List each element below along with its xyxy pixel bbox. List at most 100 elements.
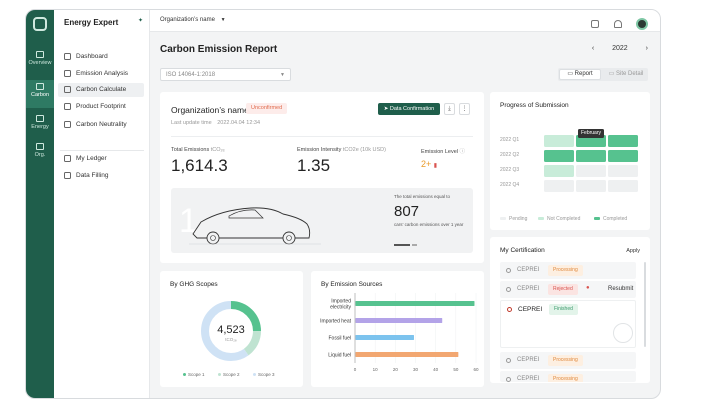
- tab-report-label: Report: [574, 71, 593, 77]
- progress-cell[interactable]: [576, 180, 606, 192]
- certification-row[interactable]: CEPREI Processing: [500, 352, 636, 369]
- chart-icon: [64, 70, 71, 77]
- rail-item-carbon[interactable]: Carbon: [26, 80, 54, 108]
- progress-cell[interactable]: [576, 165, 606, 177]
- standard-select[interactable]: ISO 14064-1:2018 ▼: [160, 68, 291, 81]
- status-badge: Finished: [549, 304, 578, 315]
- certification-row[interactable]: CEPREI Processing: [500, 371, 636, 382]
- progress-title: Progress of Submission: [500, 102, 569, 109]
- energy-icon: [36, 115, 44, 122]
- bell-icon[interactable]: [613, 19, 622, 28]
- year-value: 2022: [612, 45, 628, 52]
- bar-fossil-fuel[interactable]: [355, 335, 414, 340]
- tab-report[interactable]: ▭ Report: [559, 69, 601, 80]
- progress-cell[interactable]: [576, 135, 606, 147]
- apply-link[interactable]: Apply: [626, 248, 640, 254]
- data-confirmation-button[interactable]: ➤ Data Confirmation: [378, 103, 440, 115]
- last-update-label: Last update time: [171, 120, 212, 126]
- sidebar-item-label: Emission Analysis: [76, 70, 129, 77]
- equivalence-subtext: cars’ carbon emissions over 1 year: [394, 222, 464, 227]
- app-logo-icon: [33, 17, 47, 31]
- chevron-left-icon[interactable]: ‹: [591, 45, 595, 52]
- info-icon[interactable]: ⓘ: [459, 149, 466, 155]
- send-icon: ➤: [383, 106, 390, 112]
- legend-not-completed: Not Completed: [538, 216, 580, 222]
- tab-site-detail[interactable]: ▭ Site Detail: [606, 69, 646, 80]
- building-icon: [36, 51, 44, 58]
- carousel-indicator-active[interactable]: [394, 244, 410, 246]
- total-emissions-unit: tCO₂ₑ: [210, 147, 225, 153]
- progress-cell[interactable]: [608, 135, 638, 147]
- progress-cell[interactable]: [576, 150, 606, 162]
- bar-liquid-fuel[interactable]: [355, 352, 459, 357]
- scrollbar[interactable]: [644, 262, 646, 347]
- y-tick-label: Fossil fuel: [328, 336, 351, 342]
- sidebar-item-my-ledger[interactable]: My Ledger: [58, 152, 144, 166]
- download-icon: ⤓: [448, 106, 451, 112]
- report-icon: ▭: [567, 71, 575, 77]
- certification-row-expanded[interactable]: CEPREI Finished: [500, 300, 636, 348]
- bar-imported-heat[interactable]: [355, 318, 443, 323]
- resubmit-link[interactable]: Resubmit: [608, 286, 634, 292]
- certification-row[interactable]: CEPREI Rejected ● Resubmit: [500, 281, 636, 298]
- certification-name: CEPREI: [517, 376, 540, 382]
- certification-card: My Certification Apply CEPREI Processing…: [490, 237, 650, 383]
- total-emissions-label: Total Emissions: [171, 147, 210, 153]
- document-icon: [64, 172, 71, 179]
- progress-cell[interactable]: [608, 180, 638, 192]
- message-icon[interactable]: [591, 19, 600, 28]
- chevron-right-icon[interactable]: ›: [645, 45, 648, 52]
- month-tooltip: February: [578, 129, 605, 138]
- legend-completed: Completed: [594, 216, 627, 222]
- rail-item-org[interactable]: Org.: [26, 140, 54, 168]
- app-window: Overview Carbon Energy Org. Energy Exper…: [25, 9, 661, 399]
- sidebar-item-emission-analysis[interactable]: Emission Analysis: [58, 67, 144, 81]
- carousel-indicator[interactable]: [412, 244, 417, 246]
- avatar[interactable]: [636, 17, 648, 30]
- emission-sources-card: By Emission Sources 0 10 20 30 40 50 60 Importe…: [311, 271, 484, 387]
- legend-label: Pending: [509, 216, 528, 222]
- sidebar-item-label: Dashboard: [76, 53, 108, 60]
- donut-slice-scope-3[interactable]: [201, 301, 261, 361]
- x-tick-label: 60: [473, 367, 479, 372]
- emission-intensity-label: Emission Intensity: [297, 147, 342, 153]
- more-button[interactable]: ⋮: [459, 103, 470, 115]
- pin-icon[interactable]: ✦: [138, 18, 144, 24]
- progress-cell[interactable]: [608, 150, 638, 162]
- progress-cell[interactable]: [544, 135, 574, 147]
- chevron-down-icon: ▼: [280, 72, 285, 78]
- certification-row[interactable]: CEPREI Processing: [500, 262, 636, 279]
- progress-cell[interactable]: [544, 180, 574, 192]
- sidebar-item-carbon-neutrality[interactable]: Carbon Neutrality: [58, 118, 144, 132]
- sidebar-item-label: Carbon Neutrality: [76, 121, 127, 128]
- legend-label: Scope 1: [188, 372, 205, 377]
- progress-cell[interactable]: [544, 150, 574, 162]
- total-emissions-value: 1,614.3: [171, 156, 228, 175]
- dashboard-icon: [64, 53, 71, 60]
- ledger-icon: [64, 155, 71, 162]
- legend-scope-1: Scope 1: [183, 372, 205, 377]
- total-emissions: Total Emissions tCO₂ₑ 1,614.3: [171, 147, 228, 176]
- x-tick-label: 40: [433, 367, 439, 372]
- download-button[interactable]: ⤓: [444, 103, 455, 115]
- rail-item-energy[interactable]: Energy: [26, 112, 54, 140]
- sidebar-item-dashboard[interactable]: Dashboard: [58, 50, 144, 64]
- org-switcher-label: Organization’s name: [160, 17, 215, 23]
- status-badge: Rejected: [548, 284, 578, 295]
- legend-swatch: [253, 373, 256, 377]
- legend-swatch: [538, 217, 544, 221]
- org-icon: [36, 143, 44, 150]
- progress-cell[interactable]: [544, 165, 574, 177]
- org-switcher[interactable]: Organization’s name ▼: [160, 17, 226, 23]
- sidebar-item-carbon-calculate[interactable]: Carbon Calculate: [58, 83, 144, 97]
- sidebar-item-label: My Ledger: [76, 155, 107, 162]
- sidebar-item-product-footprint[interactable]: Product Footprint: [58, 100, 144, 114]
- bar-imported-electricity[interactable]: [355, 301, 475, 306]
- legend-pending: Pending: [500, 216, 527, 222]
- warning-icon: ●: [586, 285, 590, 291]
- sidebar-item-data-filling[interactable]: Data Filling: [58, 169, 144, 183]
- rail-item-overview[interactable]: Overview: [26, 48, 54, 76]
- status-badge: Unconfirmed: [246, 103, 288, 114]
- progress-cell[interactable]: [608, 165, 638, 177]
- radio-icon: [506, 268, 511, 273]
